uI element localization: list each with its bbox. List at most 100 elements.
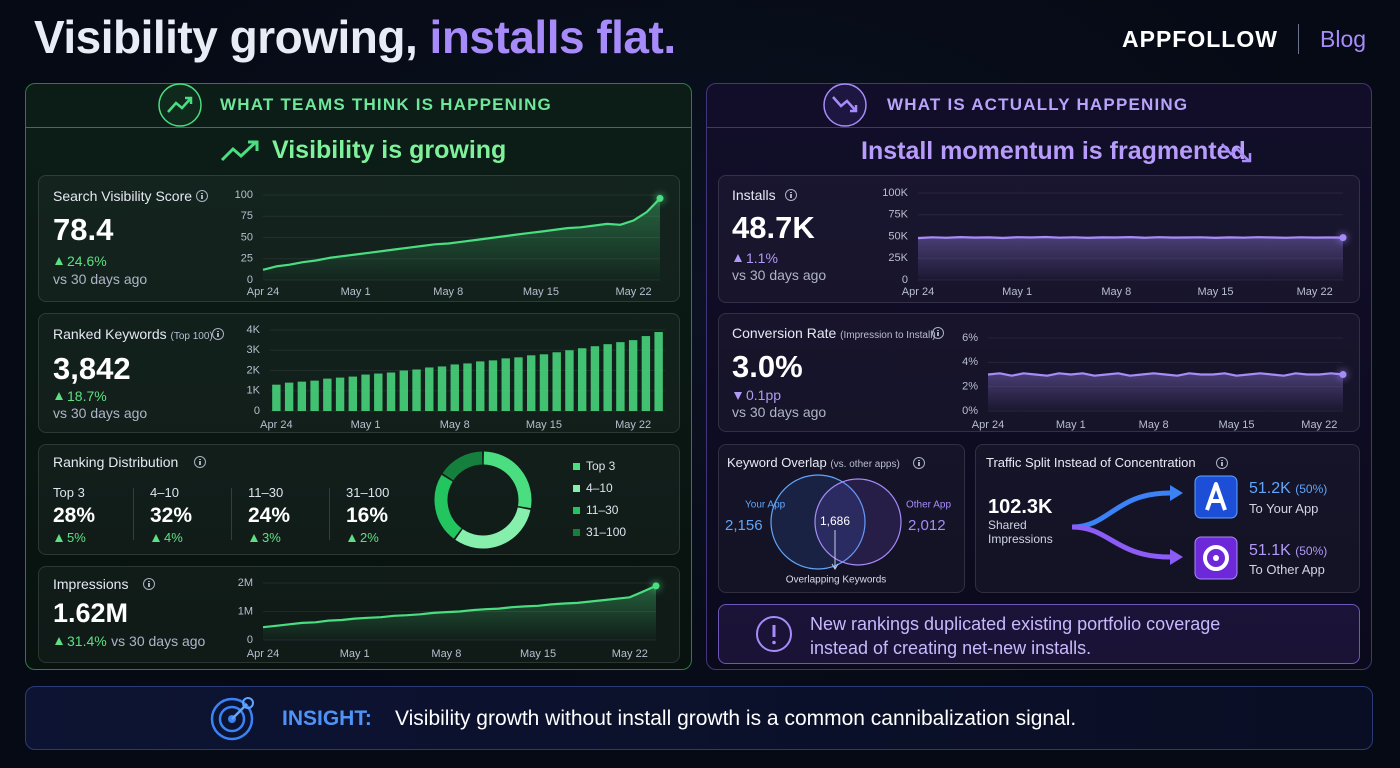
bar — [616, 342, 625, 411]
other-share: 51.1K (50%) — [1249, 542, 1327, 560]
other-label: To Other App — [1249, 562, 1325, 577]
bar-chart: 0 1K 2K 3K 4K Apr 24 May 1 May 8 May 15 May 22 — [247, 324, 665, 431]
kpi-change: 1.1% — [732, 250, 778, 266]
area — [263, 585, 656, 640]
y-tick-label: 25K — [888, 252, 908, 264]
bar — [374, 373, 383, 411]
kpi-card — [38, 313, 680, 433]
x-tick-label: May 15 — [523, 286, 559, 298]
info-icon[interactable] — [212, 328, 224, 340]
line — [262, 584, 657, 629]
blog-link[interactable]: Blog — [1320, 26, 1367, 52]
kpi-label: Installs — [732, 187, 776, 203]
bar — [488, 360, 498, 411]
divider — [133, 488, 134, 540]
kpi-change: 24.6% — [53, 253, 107, 269]
x-tick-label: May 15 — [1197, 286, 1233, 298]
bar — [297, 381, 307, 411]
y-tick-label: 0 — [902, 274, 908, 286]
line-chart: 0% 2% 4% 6% Apr 24 May 1 May 8 May 15 May 22 — [962, 332, 1347, 431]
x-tick-label: Apr 24 — [902, 286, 934, 298]
kpi-footer: 31.4% vs 30 days ago — [53, 633, 205, 651]
y-tick-label: 100K — [882, 187, 908, 199]
bar — [284, 382, 294, 411]
x-tick-label: Apr 24 — [260, 419, 292, 431]
trend-up-icon — [158, 83, 202, 127]
item-change: 2% — [346, 530, 379, 545]
bar — [399, 370, 408, 411]
end-point — [652, 582, 660, 590]
legend-label: 31–100 — [586, 525, 626, 539]
overlap-value: 1,686 — [820, 514, 850, 528]
x-tick-label: May 8 — [431, 648, 461, 660]
other-percent: (50%) — [1295, 544, 1328, 558]
y-tick-label: 0 — [254, 405, 260, 417]
traffic-card — [975, 444, 1360, 593]
your-app-value: 2,156 — [725, 517, 763, 534]
alert-text: New rankings duplicated existing portfol… — [810, 614, 1221, 658]
y-tick-label: 2K — [247, 364, 261, 376]
split-arrows — [1071, 475, 1238, 580]
item-value: 28% — [53, 504, 96, 527]
your-percent: (50%) — [1295, 482, 1328, 496]
end-point — [656, 194, 664, 202]
distribution-card — [38, 444, 680, 555]
info-icon[interactable] — [194, 456, 206, 468]
x-tick-label: May 22 — [1301, 419, 1337, 431]
kpi-label-text: Conversion Rate — [732, 325, 837, 341]
kpi-note: vs 30 days ago — [53, 271, 148, 287]
line — [262, 197, 661, 271]
alert-icon — [756, 616, 792, 652]
y-tick-label: 0 — [247, 274, 253, 286]
info-icon[interactable] — [1216, 457, 1228, 469]
kpi-qualifier: (Top 100) — [170, 331, 213, 342]
divider — [231, 488, 232, 540]
down-icon — [1221, 143, 1252, 163]
bar — [450, 364, 459, 411]
donut-segment — [483, 451, 532, 509]
bar — [641, 336, 651, 411]
target-icon — [210, 697, 254, 741]
line-chart: 0 25 50 75 100 Apr 24 May 1 May 8 May 15 May 22 — [235, 189, 664, 298]
brand[interactable]: APPFOLLOW — [1122, 26, 1278, 52]
legend-swatch — [573, 485, 580, 492]
kpi-label: Conversion Rate (Impression to Install) — [732, 325, 936, 341]
left-heading: WHAT TEAMS THINK IS HAPPENING — [220, 95, 552, 114]
legend-swatch — [573, 463, 580, 470]
y-tick-label: 4K — [247, 324, 261, 336]
divider — [1298, 24, 1299, 54]
y-tick-label: 1K — [247, 385, 261, 397]
kpi-note: vs 30 days ago — [53, 405, 148, 421]
y-tick-label: 75K — [888, 209, 908, 221]
left-subheading: Visibility is growing — [272, 136, 507, 164]
title-accent: installs flat. — [429, 11, 677, 63]
y-tick-label: 50K — [888, 230, 908, 242]
your-share: 51.2K (50%) — [1249, 480, 1327, 498]
info-icon[interactable] — [913, 457, 925, 469]
kpi-note: vs 30 days ago — [111, 633, 206, 649]
bar — [323, 378, 332, 411]
item-value: 16% — [346, 504, 389, 527]
kpi-value: 3.0% — [732, 349, 803, 384]
bar — [577, 348, 587, 411]
item-name: 11–30 — [248, 485, 284, 500]
y-tick-label: 6% — [962, 332, 978, 344]
info-icon[interactable] — [196, 190, 208, 202]
kpi-value: 78.4 — [53, 212, 114, 247]
x-tick-label: May 8 — [1139, 419, 1169, 431]
y-tick-label: 4% — [962, 356, 978, 368]
area — [263, 198, 660, 280]
item-name: Top 3 — [53, 485, 85, 500]
insight-bar — [25, 686, 1373, 750]
kpi-value: 1.62M — [53, 598, 129, 628]
info-icon[interactable] — [932, 327, 944, 339]
info-icon[interactable] — [785, 189, 797, 201]
x-tick-label: May 8 — [1101, 286, 1131, 298]
y-tick-label: 0 — [247, 634, 253, 646]
area — [988, 373, 1343, 411]
bar — [412, 369, 421, 411]
info-icon[interactable] — [143, 578, 155, 590]
your-value: 51.2K — [1249, 480, 1291, 497]
alert-card — [718, 604, 1360, 664]
